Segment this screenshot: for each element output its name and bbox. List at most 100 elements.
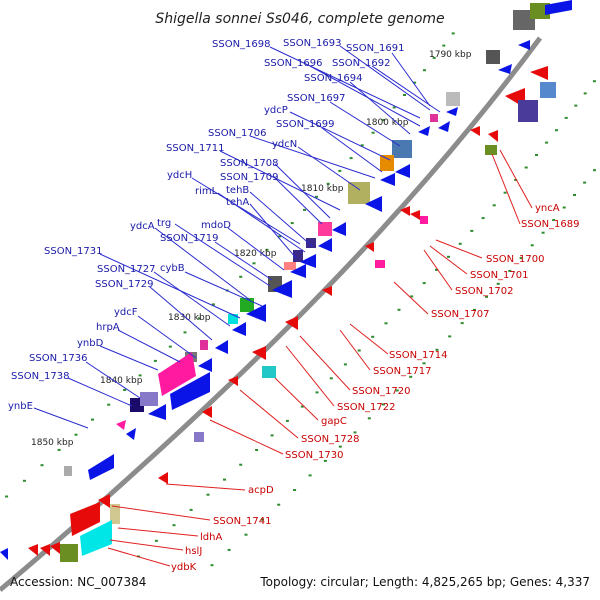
gene-arrow[interactable] — [395, 164, 410, 178]
gene-label[interactable]: SSON_1736 — [29, 353, 88, 364]
gene-block[interactable] — [540, 82, 556, 98]
gene-arrow[interactable] — [148, 404, 166, 420]
gene-label[interactable]: SSON_1707 — [431, 309, 490, 320]
gene-label[interactable]: SSON_1702 — [455, 286, 514, 297]
gene-label[interactable]: gapC — [321, 416, 347, 427]
gene-arrow[interactable] — [410, 210, 420, 220]
gene-label[interactable]: SSON_1722 — [337, 402, 396, 413]
gene-label[interactable]: tehB — [226, 185, 249, 196]
gene-label[interactable]: rimL — [195, 186, 218, 197]
gene-label[interactable]: SSON_1696 — [264, 58, 323, 69]
gene-arrow[interactable] — [158, 472, 168, 484]
gene-arrow[interactable] — [50, 542, 60, 554]
gene-block[interactable] — [284, 262, 296, 270]
gene-label[interactable]: mdoD — [201, 220, 231, 231]
gene-label[interactable]: SSON_1719 — [160, 233, 219, 244]
gene-arrow[interactable] — [40, 544, 50, 556]
gene-label[interactable]: ldhA — [200, 532, 222, 543]
gene-label[interactable]: SSON_1693 — [283, 38, 342, 49]
gene-arrow[interactable] — [70, 502, 100, 536]
gene-label[interactable]: SSON_1697 — [287, 93, 346, 104]
gene-arrow[interactable] — [246, 304, 266, 322]
gene-label[interactable]: ydcA — [130, 221, 155, 232]
gene-label[interactable]: SSON_1692 — [332, 58, 391, 69]
gene-label[interactable]: hslJ — [185, 546, 202, 557]
gene-label[interactable]: SSON_1738 — [11, 371, 70, 382]
gene-block[interactable] — [60, 544, 78, 562]
gene-label[interactable]: trg — [157, 218, 171, 229]
gene-label[interactable]: SSON_1727 — [97, 264, 156, 275]
gene-label[interactable]: SSON_1700 — [486, 254, 545, 265]
gene-arrow[interactable] — [290, 264, 306, 278]
gene-block[interactable] — [110, 504, 120, 524]
gene-block[interactable] — [420, 216, 428, 224]
gene-block[interactable] — [306, 238, 316, 248]
gene-arrow[interactable] — [80, 520, 112, 556]
gene-label[interactable]: acpD — [248, 485, 274, 496]
gene-label[interactable]: SSON_1741 — [213, 516, 272, 527]
gene-label[interactable]: yncA — [535, 203, 560, 214]
gene-arrow[interactable] — [232, 322, 246, 336]
gene-label[interactable]: SSON_1708 — [220, 158, 279, 169]
gene-arrow[interactable] — [380, 173, 395, 186]
gene-label[interactable]: SSON_1691 — [346, 43, 405, 54]
gene-arrow[interactable] — [252, 346, 266, 360]
gene-block[interactable] — [430, 114, 438, 122]
gene-label[interactable]: tehA — [226, 197, 249, 208]
gene-label[interactable]: SSON_1709 — [220, 172, 279, 183]
gene-block[interactable] — [64, 466, 72, 476]
gene-arrow[interactable] — [518, 40, 530, 50]
gene-arrow[interactable] — [488, 130, 498, 142]
gene-arrow[interactable] — [498, 64, 512, 74]
gene-arrow[interactable] — [318, 238, 332, 252]
gene-arrow[interactable] — [215, 340, 228, 354]
gene-arrow[interactable] — [228, 376, 238, 386]
gene-label[interactable]: SSON_1698 — [212, 39, 271, 50]
gene-arrow[interactable] — [198, 358, 212, 372]
gene-block[interactable] — [485, 145, 497, 155]
gene-block[interactable] — [318, 222, 332, 236]
gene-block[interactable] — [240, 298, 254, 312]
gene-arrow[interactable] — [88, 454, 114, 480]
gene-label[interactable]: SSON_1729 — [95, 279, 154, 290]
gene-arrow[interactable] — [300, 254, 316, 268]
gene-arrow[interactable] — [158, 352, 196, 396]
gene-block[interactable] — [518, 100, 538, 122]
gene-arrow[interactable] — [438, 121, 450, 132]
gene-arrow[interactable] — [365, 242, 374, 252]
gene-label[interactable]: SSON_1717 — [373, 366, 432, 377]
gene-arrow[interactable] — [530, 66, 548, 80]
gene-label[interactable]: cybB — [160, 263, 185, 274]
gene-label[interactable]: SSON_1699 — [276, 119, 335, 130]
gene-label[interactable]: SSON_1714 — [389, 350, 448, 361]
gene-label[interactable]: SSON_1694 — [304, 73, 363, 84]
gene-arrow[interactable] — [332, 222, 346, 236]
gene-label[interactable]: ydcN — [272, 139, 297, 150]
gene-label[interactable]: SSON_1720 — [352, 386, 411, 397]
gene-arrow[interactable] — [285, 316, 298, 330]
gene-label[interactable]: ydbK — [171, 562, 197, 573]
gene-arrow[interactable] — [446, 107, 458, 116]
gene-label[interactable]: SSON_1730 — [285, 450, 344, 461]
gene-arrow[interactable] — [28, 544, 38, 556]
gene-block[interactable] — [375, 260, 385, 268]
gene-block[interactable] — [380, 155, 394, 171]
gene-arrow[interactable] — [0, 548, 8, 560]
gene-label[interactable]: ynbE — [8, 401, 33, 412]
gene-block[interactable] — [486, 50, 500, 64]
gene-label[interactable]: SSON_1728 — [301, 434, 360, 445]
gene-label[interactable]: SSON_1689 — [521, 219, 580, 230]
gene-block[interactable] — [513, 10, 535, 30]
gene-block[interactable] — [228, 314, 238, 324]
gene-label[interactable]: SSON_1701 — [470, 270, 529, 281]
gene-label[interactable]: SSON_1711 — [166, 143, 225, 154]
gene-block[interactable] — [348, 182, 370, 204]
gene-label[interactable]: SSON_1731 — [44, 246, 103, 257]
gene-arrow[interactable] — [272, 280, 292, 298]
gene-block[interactable] — [140, 392, 158, 406]
gene-label[interactable]: ydcF — [114, 307, 138, 318]
gene-arrow[interactable] — [418, 126, 430, 136]
gene-arrow[interactable] — [400, 206, 410, 216]
gene-arrow[interactable] — [202, 406, 212, 418]
gene-arrow[interactable] — [126, 428, 136, 440]
